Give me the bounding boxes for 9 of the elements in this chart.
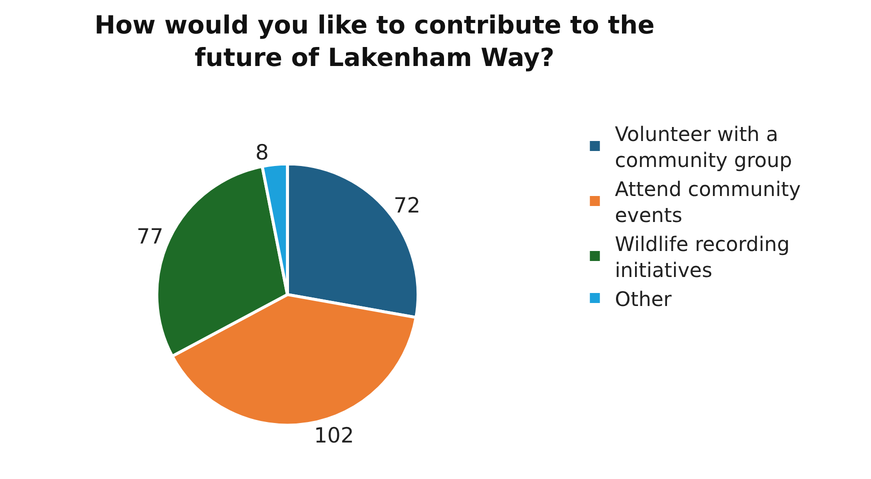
legend-label: Other: [614, 286, 672, 311]
legend-label: Attend community events: [614, 176, 801, 227]
chart-title: How would you like to contribute to the future of Lakenham Way?: [94, 10, 655, 72]
legend-label: Volunteer with a community group: [614, 122, 792, 172]
data-label: 102: [314, 423, 354, 448]
data-label: 72: [394, 194, 420, 218]
data-label: 8: [255, 140, 269, 165]
legend-label: Wildlife recording initiatives: [614, 232, 790, 282]
data-label: 77: [136, 224, 164, 248]
